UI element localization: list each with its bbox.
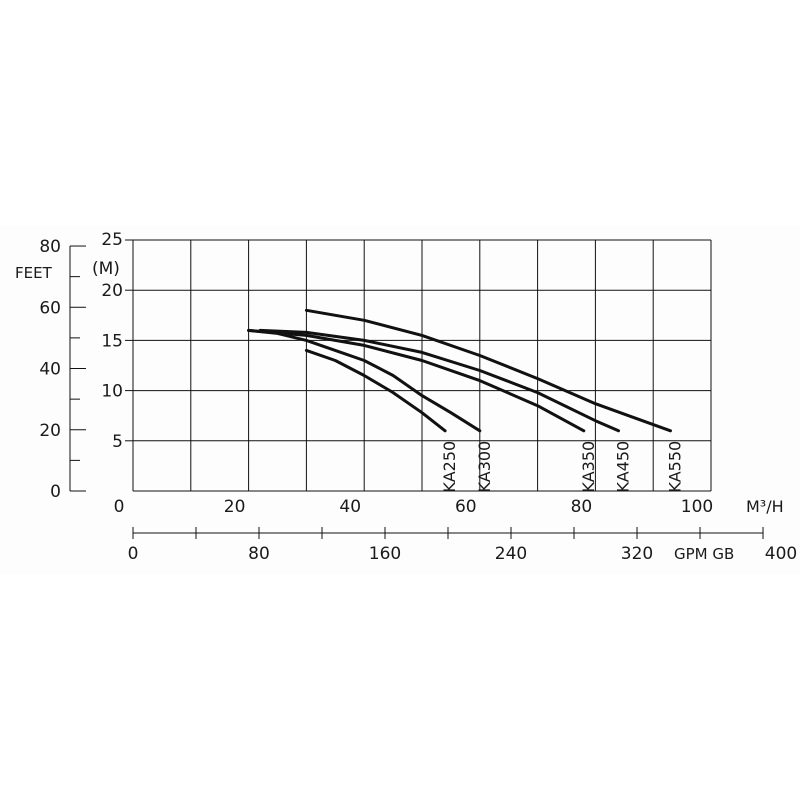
feet-tick-label: 80 bbox=[39, 237, 61, 257]
series-group bbox=[247, 308, 672, 433]
gpm-tick-label: 320 bbox=[621, 544, 653, 564]
gpm-tick-label: 0 bbox=[128, 544, 139, 564]
y-tick-label: 20 bbox=[101, 281, 123, 301]
feet-axis-label: FEET bbox=[15, 264, 53, 282]
x-axis-unit-label: M³/H bbox=[746, 497, 784, 516]
feet-tick-label: 60 bbox=[39, 298, 61, 318]
feet-tick-label: 20 bbox=[39, 421, 61, 441]
axes bbox=[69, 239, 764, 539]
series-label-ka250: KA250 bbox=[440, 441, 459, 493]
feet-tick-label: 0 bbox=[50, 482, 61, 502]
series-line-ka300 bbox=[247, 328, 482, 433]
y-tick-label: 5 bbox=[112, 432, 123, 452]
gpm-tick-label: 400 bbox=[765, 544, 797, 564]
x-tick-label: 40 bbox=[339, 497, 361, 517]
x-tick-label: 0 bbox=[114, 497, 125, 517]
grid bbox=[132, 239, 712, 492]
gpm-tick-label: 240 bbox=[495, 544, 527, 564]
y-tick-label: 10 bbox=[101, 382, 123, 402]
gpm-tick-label: 80 bbox=[248, 544, 270, 564]
series-label-ka300: KA300 bbox=[475, 441, 494, 493]
series-line-ka550 bbox=[304, 308, 672, 433]
gpm-tick-label: 160 bbox=[369, 544, 401, 564]
series-label-ka550: KA550 bbox=[666, 441, 685, 493]
y-tick-label: 15 bbox=[101, 331, 123, 351]
feet-tick-label: 40 bbox=[39, 360, 61, 380]
series-label-ka350: KA350 bbox=[579, 441, 598, 493]
series-line-ka350 bbox=[247, 328, 586, 433]
labels-group: 5 10 15 20 25 (M) 0 20 40 60 80 FEET 0 20 40 60 80 100 M³/… bbox=[15, 230, 797, 564]
x-tick-label: 60 bbox=[455, 497, 477, 517]
x-tick-label: 80 bbox=[571, 497, 593, 517]
gpm-axis-unit-label: GPM GB bbox=[674, 545, 734, 563]
x-tick-label: 100 bbox=[681, 497, 713, 517]
y-tick-label: 25 bbox=[101, 230, 123, 250]
series-line-ka250 bbox=[304, 348, 447, 433]
series-line-ka450 bbox=[258, 328, 620, 433]
y-axis-unit-label: (M) bbox=[92, 259, 120, 279]
series-label-ka450: KA450 bbox=[614, 441, 633, 493]
x-tick-label: 20 bbox=[224, 497, 246, 517]
